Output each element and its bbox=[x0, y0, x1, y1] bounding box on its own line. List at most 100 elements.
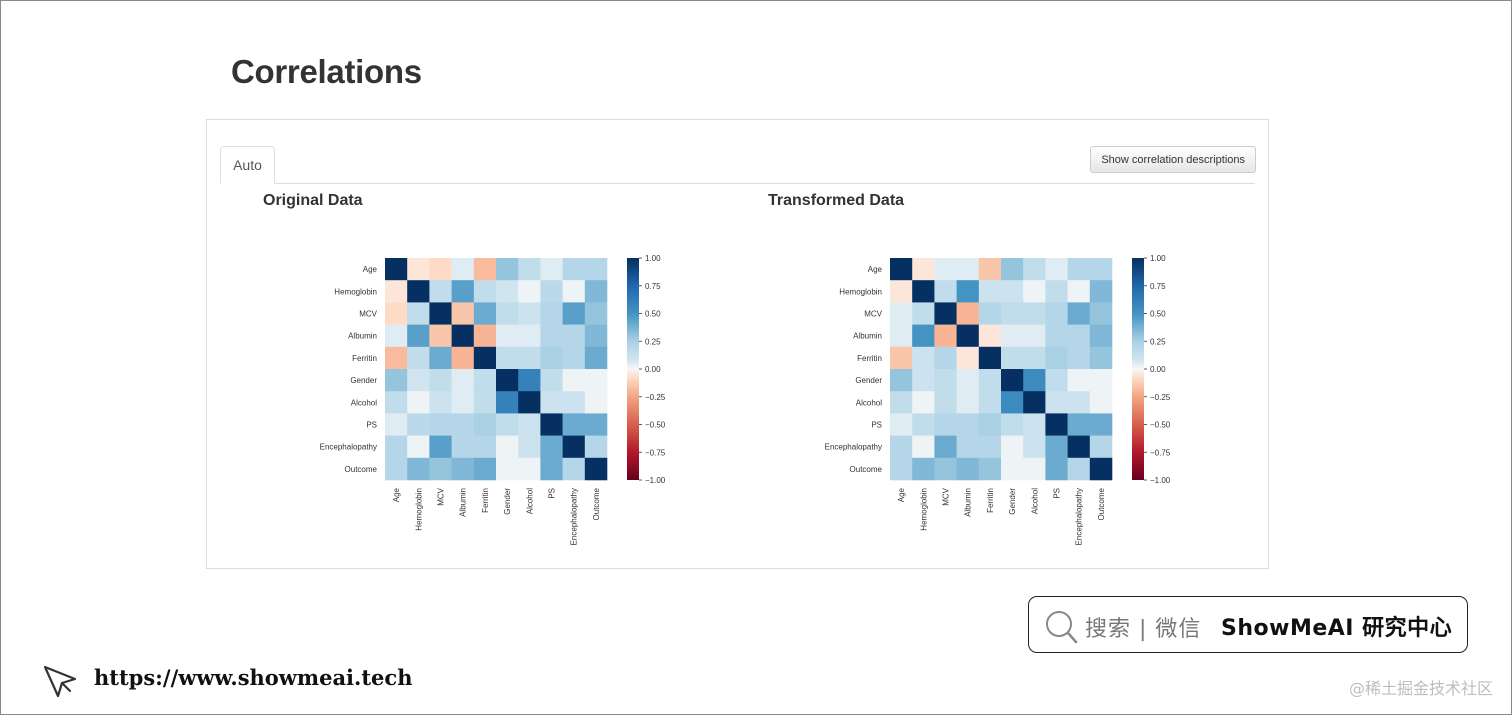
heatmap-cell-encephalopathy-ps bbox=[1045, 435, 1068, 459]
column-label-ferritin: Ferritin bbox=[986, 488, 995, 513]
heatmap-cell-ferritin-outcome bbox=[584, 346, 608, 370]
heatmap-cell-mcv-gender bbox=[496, 302, 519, 325]
heatmap-cell-ferritin-age bbox=[385, 346, 408, 370]
show-correlation-descriptions-button[interactable]: Show correlation descriptions bbox=[1090, 146, 1256, 173]
heatmap-cell-ps-albumin bbox=[956, 413, 980, 436]
column-label-gender: Gender bbox=[1008, 488, 1017, 515]
colorbar-tick-label: −0.75 bbox=[645, 448, 666, 457]
column-label-age: Age bbox=[392, 487, 401, 502]
heatmap-cell-albumin-outcome bbox=[584, 324, 608, 348]
heatmap-cell-albumin-gender bbox=[496, 324, 519, 348]
heatmap-cell-gender-age bbox=[890, 369, 913, 392]
row-label-gender: Gender bbox=[350, 376, 377, 385]
heatmap-cell-mcv-ps bbox=[540, 302, 563, 325]
row-label-ps: PS bbox=[871, 421, 882, 430]
column-label-albumin: Albumin bbox=[459, 488, 468, 517]
column-label-hemoglobin: Hemoglobin bbox=[414, 488, 423, 531]
colorbar-tick-label: 0.25 bbox=[645, 337, 661, 346]
heatmap-cell-encephalopathy-gender bbox=[1001, 435, 1024, 459]
heatmap-cell-hemoglobin-ferritin bbox=[473, 280, 497, 303]
heatmap-cell-albumin-outcome bbox=[1089, 324, 1113, 348]
row-label-age: Age bbox=[868, 265, 883, 274]
heatmap-cell-gender-mcv bbox=[429, 369, 452, 392]
heatmap-cell-albumin-age bbox=[890, 324, 913, 348]
heatmap-cell-age-alcohol bbox=[518, 258, 541, 281]
heatmap-cell-ferritin-mcv bbox=[429, 346, 452, 370]
heatmap-cell-age-hemoglobin bbox=[407, 258, 430, 281]
heatmap-cell-encephalopathy-age bbox=[385, 435, 408, 459]
column-label-alcohol: Alcohol bbox=[1030, 488, 1039, 514]
heatmap-cell-ps-hemoglobin bbox=[912, 413, 935, 436]
heatmap-cell-alcohol-alcohol bbox=[518, 391, 541, 414]
row-label-hemoglobin: Hemoglobin bbox=[334, 287, 377, 296]
heatmap-cell-ps-alcohol bbox=[518, 413, 541, 436]
heatmap-cell-alcohol-ferritin bbox=[473, 391, 497, 414]
colorbar-tick-label: 1.00 bbox=[1150, 254, 1166, 263]
heatmap-cell-age-gender bbox=[496, 258, 519, 281]
heatmap-cell-gender-gender bbox=[496, 369, 519, 392]
heatmap-cell-albumin-ferritin bbox=[473, 324, 497, 348]
heatmap-cell-gender-alcohol bbox=[518, 369, 541, 392]
row-label-mcv: MCV bbox=[864, 310, 882, 319]
heatmap-cell-gender-encephalopathy bbox=[562, 369, 586, 392]
heatmap-cell-ps-gender bbox=[496, 413, 519, 436]
column-label-encephalopathy: Encephalopathy bbox=[1075, 488, 1084, 545]
heatmap-cell-hemoglobin-age bbox=[890, 280, 913, 303]
colorbar-tick-label: 0.50 bbox=[645, 310, 661, 319]
heatmap-cell-gender-ps bbox=[540, 369, 563, 392]
heatmap-cell-gender-outcome bbox=[1089, 369, 1113, 392]
colorbar-tick-label: 0.50 bbox=[1150, 310, 1166, 319]
search-icon bbox=[1046, 611, 1078, 644]
heatmap-cell-albumin-gender bbox=[1001, 324, 1024, 348]
row-label-ferritin: Ferritin bbox=[352, 354, 377, 363]
heatmap-cell-encephalopathy-encephalopathy bbox=[1067, 435, 1091, 459]
column-label-albumin: Albumin bbox=[964, 488, 973, 517]
colorbar-tick-label: −1.00 bbox=[645, 476, 666, 485]
heatmap-cell-encephalopathy-encephalopathy bbox=[562, 435, 586, 459]
heatmap-cell-encephalopathy-ps bbox=[540, 435, 563, 459]
heatmap-cell-albumin-encephalopathy bbox=[1067, 324, 1091, 348]
heatmap-cell-outcome-encephalopathy bbox=[1067, 457, 1091, 481]
heatmap-cell-hemoglobin-encephalopathy bbox=[562, 280, 586, 303]
heatmap-cell-gender-gender bbox=[1001, 369, 1024, 392]
heatmap-cell-age-outcome bbox=[1089, 258, 1113, 281]
footer-url[interactable]: https://www.showmeai.tech bbox=[94, 665, 413, 690]
heatmap-cell-age-age bbox=[890, 258, 913, 281]
heatmap-cell-ps-encephalopathy bbox=[562, 413, 586, 436]
heatmap-cell-albumin-albumin bbox=[451, 324, 475, 348]
heatmap-cell-ferritin-ferritin bbox=[978, 346, 1002, 370]
heatmap-cell-mcv-ps bbox=[1045, 302, 1068, 325]
heatmap-cell-outcome-mcv bbox=[934, 457, 957, 481]
heatmap-cell-mcv-alcohol bbox=[1023, 302, 1046, 325]
heatmap-cell-outcome-gender bbox=[496, 457, 519, 481]
heatmap-cell-outcome-gender bbox=[1001, 457, 1024, 481]
heatmap-cell-ferritin-encephalopathy bbox=[562, 346, 586, 370]
correlations-panel: Auto Show correlation descriptions Origi… bbox=[206, 119, 1269, 569]
heatmap-cell-ps-gender bbox=[1001, 413, 1024, 436]
heatmap-cell-mcv-outcome bbox=[584, 302, 608, 325]
heatmap-cell-encephalopathy-outcome bbox=[1089, 435, 1113, 459]
row-label-albumin: Albumin bbox=[348, 332, 377, 341]
heatmap-cell-mcv-alcohol bbox=[518, 302, 541, 325]
heatmap-cell-albumin-ps bbox=[540, 324, 563, 348]
heatmap-cell-albumin-mcv bbox=[934, 324, 957, 348]
colorbar-tick-label: 0.75 bbox=[1150, 282, 1166, 291]
heatmap-cell-gender-mcv bbox=[934, 369, 957, 392]
heatmap-cell-hemoglobin-hemoglobin bbox=[407, 280, 430, 303]
heatmap-cell-mcv-encephalopathy bbox=[1067, 302, 1091, 325]
heatmap-cell-albumin-hemoglobin bbox=[407, 324, 430, 348]
row-label-gender: Gender bbox=[855, 376, 882, 385]
heatmap-cell-mcv-outcome bbox=[1089, 302, 1113, 325]
heatmap-cell-hemoglobin-hemoglobin bbox=[912, 280, 935, 303]
tab-auto[interactable]: Auto bbox=[220, 146, 275, 184]
heatmap-cell-gender-encephalopathy bbox=[1067, 369, 1091, 392]
row-label-encephalopathy: Encephalopathy bbox=[825, 443, 882, 452]
original-data-heatmap: Age Hemoglobin MCV Albumin Ferritin Gender Alc… bbox=[320, 254, 666, 545]
colorbar-tick-label: −0.25 bbox=[1150, 393, 1171, 402]
heatmap-cell-outcome-outcome bbox=[1089, 457, 1113, 481]
heatmap-cell-gender-albumin bbox=[956, 369, 980, 392]
heatmap-cell-ferritin-alcohol bbox=[518, 346, 541, 370]
heatmap-cell-outcome-age bbox=[890, 457, 913, 481]
column-label-mcv: MCV bbox=[942, 487, 951, 505]
heatmap-cell-mcv-age bbox=[890, 302, 913, 325]
